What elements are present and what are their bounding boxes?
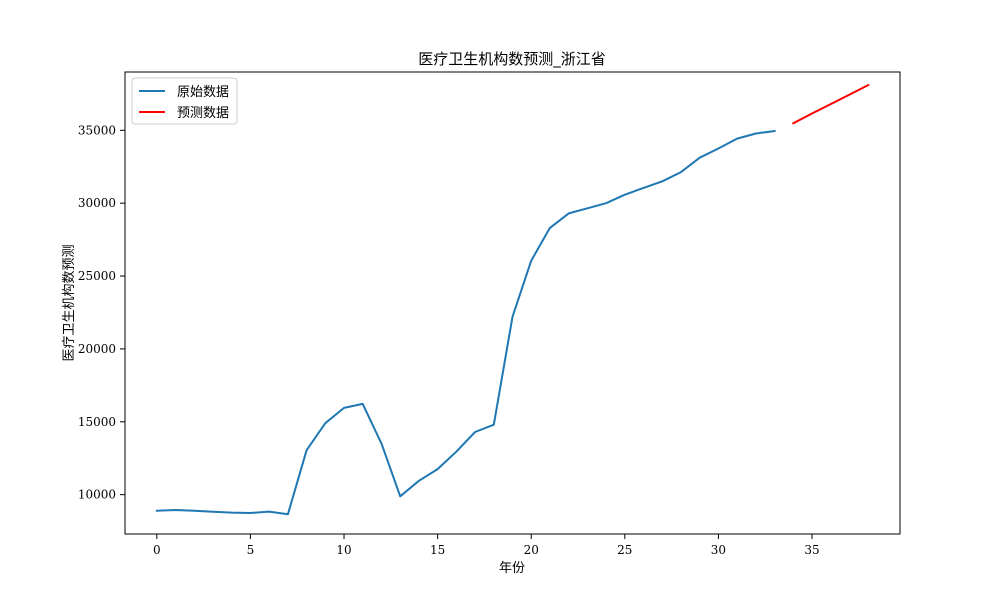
y-tick-label: 30000 [78, 196, 116, 210]
y-tick-label: 25000 [78, 269, 116, 283]
plot-frame [124, 71, 901, 535]
x-tick-label: 30 [711, 543, 726, 557]
legend-label-1: 原始数据 [177, 85, 229, 100]
y-tick-label: 10000 [78, 488, 116, 502]
axes: 0 5 10 15 20 25 30 35 10000 15000 20000 25000 30000 3… [78, 123, 820, 557]
x-tick-label: 10 [336, 543, 351, 557]
x-tick-label: 25 [617, 543, 632, 557]
x-axis-label: 年份 [499, 561, 525, 576]
x-tick-label: 0 [153, 543, 161, 557]
x-tick-label: 20 [524, 543, 539, 557]
x-tick-label: 15 [430, 543, 445, 557]
y-tick-label: 20000 [78, 342, 116, 356]
chart-title: 医疗卫生机构数预测_浙江省 [418, 50, 606, 69]
y-tick-label: 15000 [78, 415, 116, 429]
legend-label-2: 预测数据 [177, 106, 229, 121]
y-tick-label: 35000 [78, 123, 116, 137]
series-line-1 [155, 129, 776, 516]
series-line-2 [791, 83, 870, 125]
y-axis-label: 医疗卫生机构数预测 [62, 244, 77, 361]
x-tick-label: 5 [247, 543, 255, 557]
x-tick-label: 35 [804, 543, 819, 557]
series-lines [155, 83, 870, 516]
